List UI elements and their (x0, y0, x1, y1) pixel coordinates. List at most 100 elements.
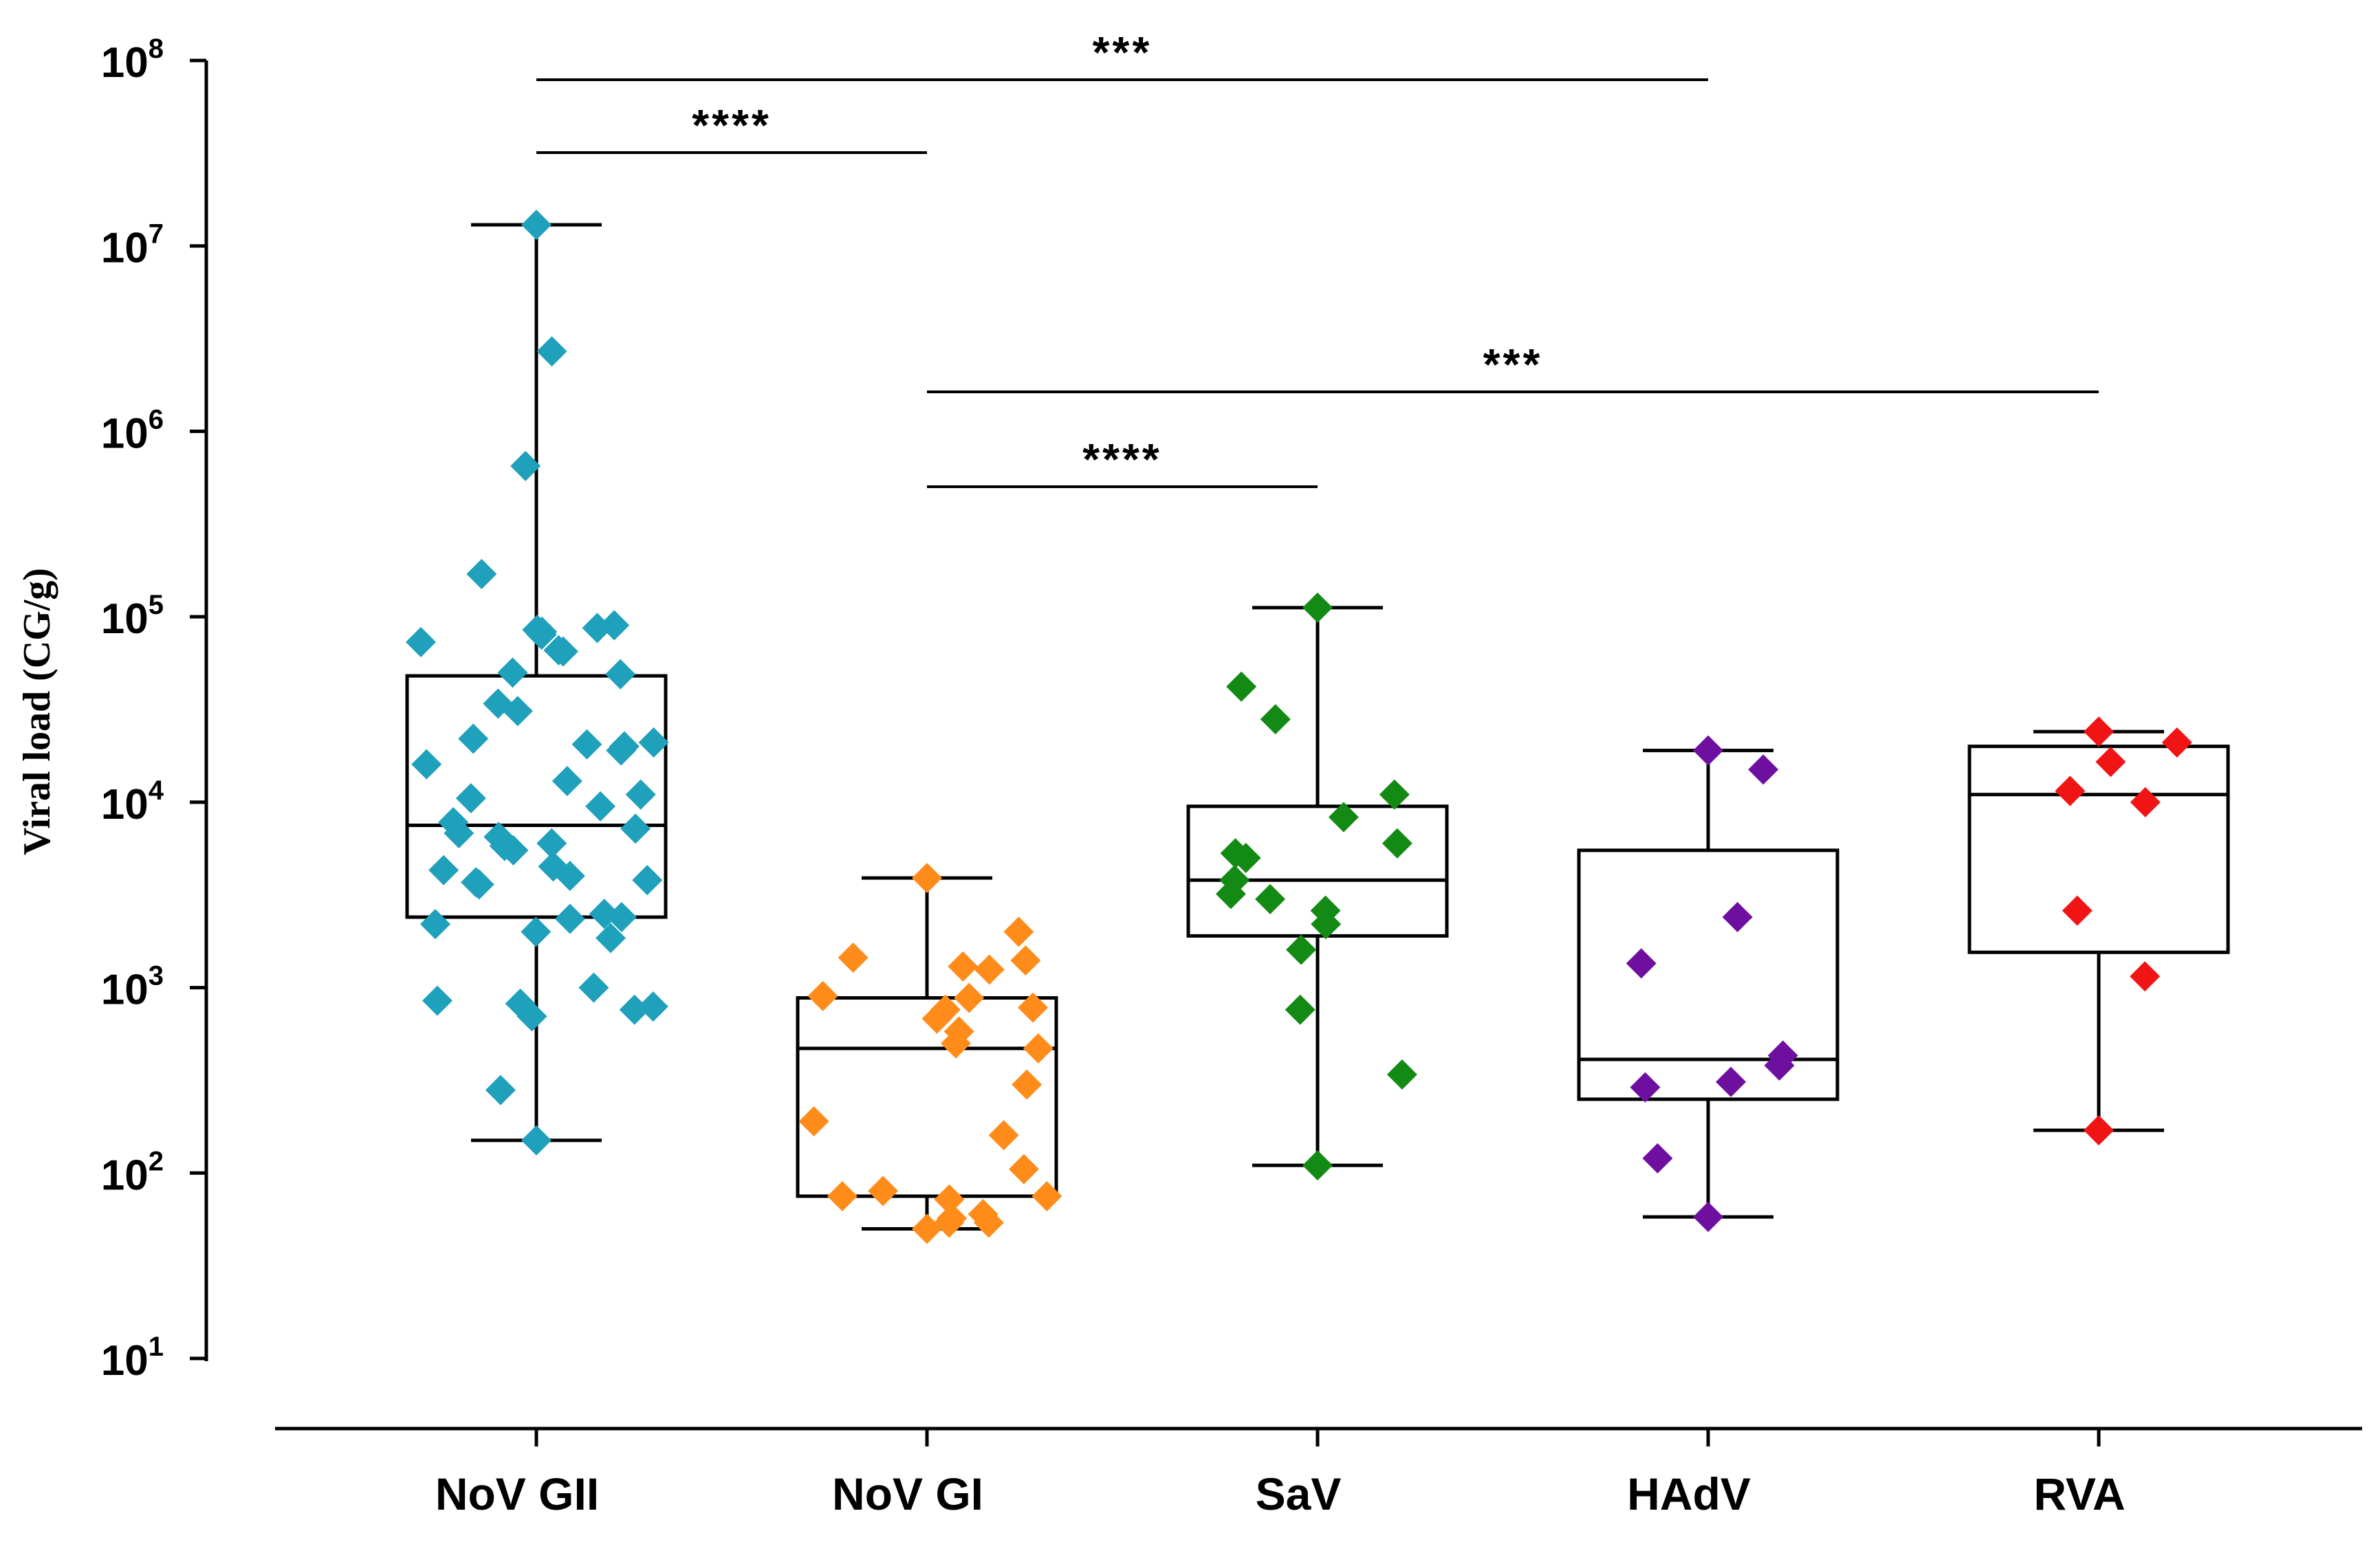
iqr-box (1577, 848, 1839, 1101)
significance-label: **** (692, 100, 772, 150)
data-point (798, 1106, 829, 1137)
data-point (2095, 747, 2126, 778)
data-point (428, 855, 459, 885)
y-tick-exponent: 7 (149, 219, 164, 250)
data-point (606, 902, 637, 933)
data-point (954, 982, 985, 1013)
data-point (921, 1003, 952, 1034)
data-point (838, 943, 869, 973)
iqr-box (405, 674, 668, 919)
data-point (941, 1028, 972, 1059)
data-point (1286, 934, 1317, 965)
data-point (2130, 786, 2161, 817)
y-axis-label: Viral load (CG/g) (16, 568, 58, 855)
data-point (1328, 802, 1359, 833)
y-tick-exponent: 6 (149, 404, 164, 434)
data-point (1215, 879, 1246, 910)
data-point (1302, 1150, 1333, 1181)
y-tick-exponent: 1 (149, 1332, 164, 1362)
data-point (1716, 1066, 1747, 1097)
data-point (632, 865, 663, 896)
data-point (605, 659, 636, 690)
y-tick-exponent: 5 (149, 590, 164, 620)
data-point (554, 903, 585, 934)
box-group (1577, 735, 1839, 1233)
data-point (1764, 1050, 1795, 1081)
data-point (974, 954, 1005, 985)
data-point (497, 657, 528, 688)
data-point (458, 723, 489, 754)
significance-label: *** (1093, 27, 1153, 77)
data-point (582, 613, 613, 643)
data-point (547, 636, 578, 667)
data-point (521, 209, 552, 240)
y-tick-exponent: 2 (149, 1146, 164, 1176)
y-tick-label: 102 (101, 1146, 164, 1199)
x-tick-label: HAdV (1627, 1468, 1751, 1519)
y-tick-label: 101 (101, 1332, 164, 1385)
data-point (988, 1120, 1019, 1151)
data-point (405, 627, 436, 658)
data-point (1748, 754, 1779, 785)
data-point (552, 766, 582, 797)
iqr-box (796, 996, 1058, 1198)
data-point (536, 828, 567, 859)
data-point (1012, 1069, 1042, 1100)
data-point (510, 450, 541, 481)
data-point (1031, 1180, 1062, 1211)
data-point (1023, 1033, 1053, 1064)
data-point (1226, 671, 1257, 702)
y-tick-base: 10 (101, 967, 149, 1014)
y-tick-label: 107 (101, 219, 164, 272)
box-group (405, 209, 669, 1156)
significance-label: *** (1483, 340, 1543, 389)
data-point (1642, 1143, 1673, 1174)
box-group (1967, 716, 2230, 1146)
y-tick-label: 105 (101, 590, 164, 643)
data-point (596, 923, 626, 954)
data-point (619, 994, 650, 1025)
y-tick-base: 10 (101, 410, 149, 457)
x-tick-label: SaV (1256, 1468, 1342, 1519)
data-point (1382, 828, 1412, 859)
significance-brackets: ************** (536, 27, 2099, 488)
y-tick-exponent: 3 (149, 961, 164, 991)
data-point (578, 972, 609, 1003)
data-point (1008, 1154, 1039, 1185)
data-point (1010, 945, 1041, 976)
data-point (807, 980, 838, 1011)
data-point (1003, 916, 1034, 947)
data-point (620, 813, 651, 844)
data-point (571, 729, 602, 760)
data-point (625, 779, 656, 810)
data-point (585, 791, 616, 822)
data-point (485, 1075, 516, 1105)
data-point (502, 696, 533, 727)
data-point (2084, 716, 2114, 747)
data-point (1285, 994, 1315, 1025)
data-point (1230, 843, 1261, 874)
data-point (1722, 902, 1753, 933)
data-point (827, 1180, 858, 1211)
x-tick-label: RVA (2033, 1468, 2125, 1519)
data-point (521, 916, 552, 947)
box-groups (405, 209, 2230, 1244)
data-point (411, 749, 442, 780)
y-tick-label: 104 (101, 775, 164, 828)
data-point (466, 558, 497, 589)
data-point (1386, 1059, 1417, 1090)
data-point (2084, 1115, 2114, 1146)
y-tick-base: 10 (101, 781, 149, 828)
data-point (1630, 1072, 1661, 1103)
data-point (1693, 1202, 1723, 1233)
y-tick-base: 10 (101, 39, 149, 87)
data-point (1379, 779, 1410, 810)
data-point (498, 835, 529, 866)
data-point (1018, 992, 1049, 1023)
data-point (934, 1207, 965, 1238)
data-point (521, 1125, 552, 1156)
data-point (912, 863, 942, 894)
data-point (526, 619, 557, 650)
data-point (638, 727, 669, 758)
data-point (1260, 704, 1291, 735)
